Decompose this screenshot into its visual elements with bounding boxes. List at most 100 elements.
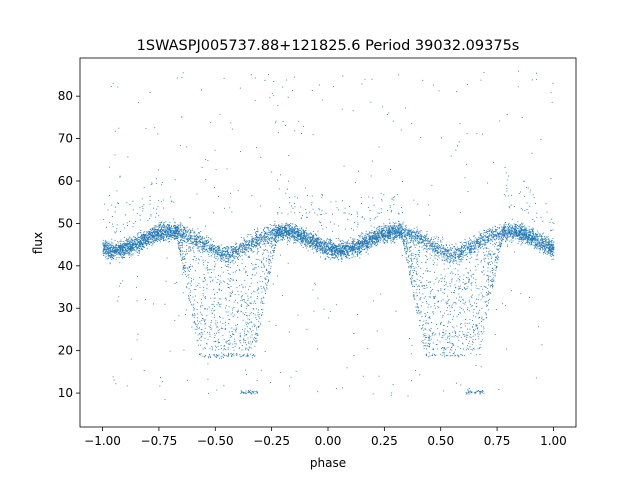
data-point — [333, 242, 335, 244]
data-point — [381, 238, 383, 240]
data-point — [376, 240, 378, 242]
data-point — [375, 229, 377, 231]
data-point — [411, 257, 413, 259]
data-point — [374, 232, 376, 234]
data-point — [536, 236, 537, 238]
data-point — [173, 225, 175, 227]
data-point — [298, 233, 300, 235]
data-point — [174, 226, 176, 228]
data-point — [484, 244, 486, 246]
data-point — [104, 243, 106, 245]
data-point — [399, 224, 401, 226]
data-point — [253, 308, 255, 310]
data-point — [447, 285, 449, 287]
data-point — [168, 226, 170, 228]
data-point — [392, 238, 394, 240]
data-point — [202, 259, 204, 261]
data-point — [247, 234, 249, 236]
data-point — [433, 313, 434, 315]
data-point — [282, 230, 284, 232]
data-point — [326, 239, 328, 241]
data-point — [536, 248, 538, 250]
data-point — [507, 245, 508, 247]
data-point — [541, 233, 543, 235]
data-point — [363, 237, 365, 239]
data-point — [493, 277, 495, 279]
data-point — [417, 263, 419, 265]
data-point — [194, 314, 196, 316]
data-point — [232, 279, 234, 281]
data-point — [339, 252, 341, 254]
data-point — [377, 235, 379, 237]
data-point — [241, 295, 243, 297]
data-point — [156, 212, 157, 214]
data-point — [468, 244, 469, 246]
data-point — [149, 200, 151, 202]
data-point — [550, 253, 551, 255]
data-point — [287, 236, 289, 238]
data-point — [213, 332, 215, 334]
data-point — [256, 237, 258, 239]
data-point — [395, 228, 397, 230]
data-point — [420, 311, 422, 313]
data-point — [334, 249, 336, 251]
data-point — [440, 254, 442, 256]
data-point — [108, 248, 110, 250]
data-point — [138, 245, 140, 247]
data-point — [249, 313, 251, 315]
data-point — [387, 233, 389, 235]
data-point — [334, 245, 335, 246]
data-point — [450, 285, 452, 287]
data-point — [393, 227, 395, 229]
data-point — [435, 249, 437, 251]
data-point — [244, 253, 246, 255]
data-point — [321, 250, 323, 252]
data-point — [432, 245, 434, 247]
data-point — [222, 317, 224, 319]
data-point — [411, 380, 413, 382]
data-point — [468, 251, 470, 253]
data-point — [525, 230, 527, 232]
data-point — [104, 252, 106, 254]
data-point — [173, 230, 175, 232]
data-point — [264, 282, 266, 284]
data-point — [382, 106, 384, 108]
data-point — [544, 241, 546, 242]
data-point — [458, 250, 460, 252]
data-point — [105, 250, 107, 252]
data-point — [357, 241, 359, 243]
data-point — [396, 235, 398, 237]
data-point — [290, 230, 292, 231]
data-point — [401, 230, 402, 232]
data-point — [135, 238, 137, 240]
data-point — [432, 264, 434, 265]
data-point — [468, 322, 470, 324]
data-point — [411, 284, 413, 286]
data-point — [186, 379, 188, 381]
data-point — [457, 250, 459, 252]
data-point — [487, 276, 489, 278]
data-point — [348, 242, 350, 244]
data-point — [247, 247, 249, 249]
data-point — [473, 330, 475, 331]
data-point — [109, 263, 111, 265]
data-point — [104, 246, 106, 248]
data-point — [294, 237, 295, 238]
data-point — [531, 240, 533, 242]
data-point — [467, 328, 468, 330]
data-point — [198, 232, 200, 234]
data-point — [505, 240, 507, 242]
data-point — [156, 240, 157, 242]
data-point — [270, 232, 272, 234]
data-point — [458, 293, 460, 295]
data-point — [261, 260, 263, 262]
data-point — [512, 233, 514, 235]
data-point — [111, 204, 113, 206]
data-point — [354, 247, 356, 249]
data-point — [322, 240, 324, 242]
data-point — [493, 269, 495, 271]
data-point — [435, 354, 437, 356]
data-point — [204, 245, 206, 247]
data-point — [416, 260, 418, 262]
data-point — [122, 241, 124, 243]
